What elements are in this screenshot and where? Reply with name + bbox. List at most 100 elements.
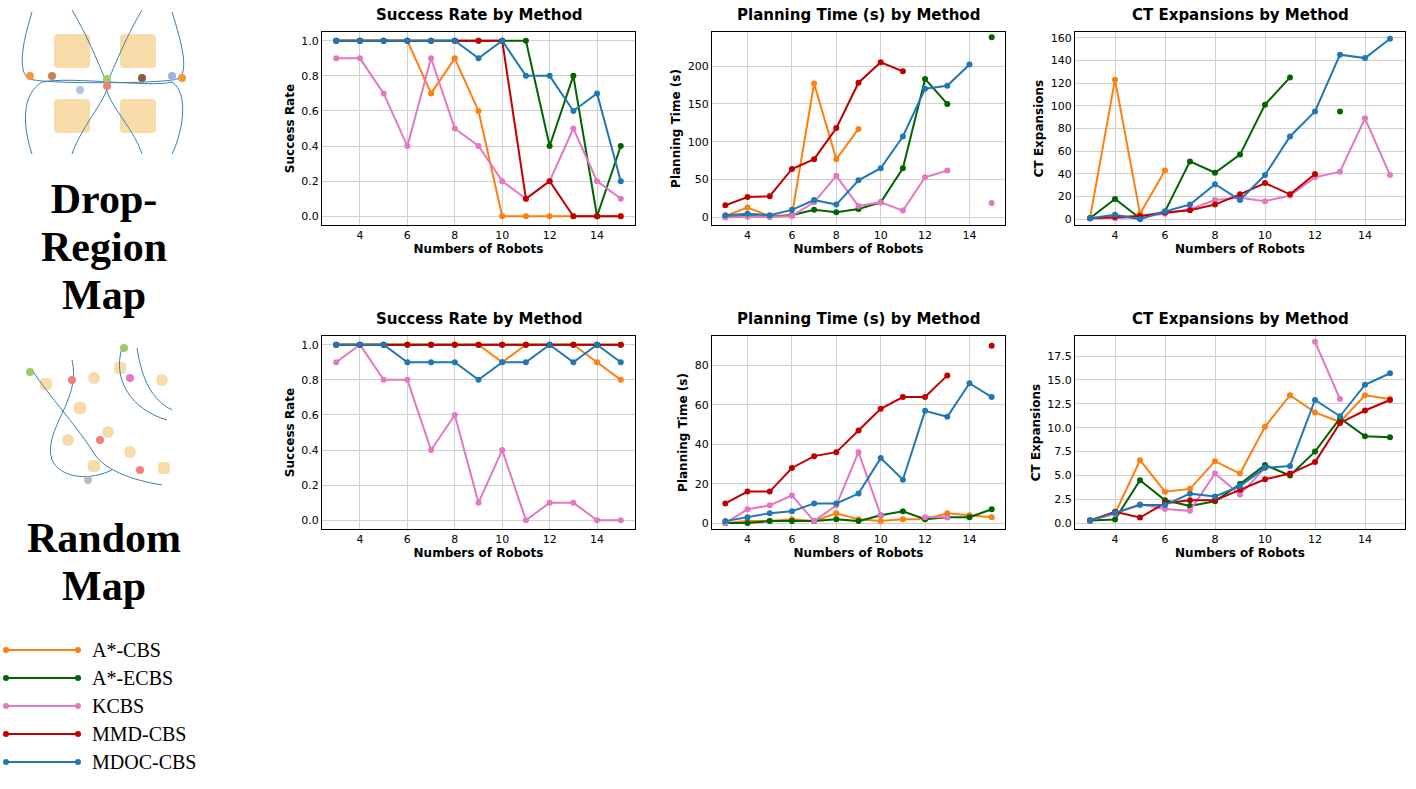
svg-text:0: 0	[1065, 213, 1072, 226]
svg-text:12: 12	[918, 229, 932, 242]
svg-text:1.0: 1.0	[301, 339, 319, 352]
svg-text:120: 120	[1051, 77, 1072, 90]
svg-text:Success Rate by Method: Success Rate by Method	[376, 310, 582, 328]
svg-text:50: 50	[695, 173, 709, 186]
svg-text:Planning Time (s) by Method: Planning Time (s) by Method	[737, 6, 980, 24]
svg-text:12: 12	[1308, 229, 1322, 242]
html-text:A*-CBS: A*-CBS	[92, 638, 161, 661]
svg-text:Numbers of Robots: Numbers of Robots	[414, 242, 544, 256]
svg-text:20: 20	[1058, 190, 1072, 203]
svg-text:6: 6	[404, 229, 411, 242]
svg-text:0.8: 0.8	[301, 70, 319, 83]
svg-text:Success Rate: Success Rate	[283, 388, 297, 477]
svg-text:15.0: 15.0	[1047, 374, 1072, 387]
svg-text:6: 6	[788, 229, 795, 242]
html-text:MMD-CBS: MMD-CBS	[92, 722, 187, 745]
svg-text:100: 100	[688, 136, 709, 149]
svg-text:Planning Time (s): Planning Time (s)	[669, 69, 683, 188]
svg-text:6: 6	[1162, 533, 1169, 546]
svg-text:80: 80	[1058, 122, 1072, 135]
svg-text:0.2: 0.2	[301, 175, 319, 188]
svg-text:1.0: 1.0	[301, 35, 319, 48]
svg-text:7.5: 7.5	[1054, 445, 1072, 458]
svg-text:17.5: 17.5	[1047, 350, 1072, 363]
svg-text:10: 10	[495, 229, 509, 242]
svg-text:0.2: 0.2	[301, 479, 319, 492]
svg-text:8: 8	[1212, 229, 1219, 242]
svg-text:Numbers of Robots: Numbers of Robots	[794, 242, 924, 256]
html-text:Random Map: Random Map	[27, 515, 181, 609]
svg-text:Numbers of Robots: Numbers of Robots	[1175, 242, 1305, 256]
svg-text:10: 10	[874, 533, 888, 546]
svg-text:6: 6	[1162, 229, 1169, 242]
svg-text:40: 40	[1058, 168, 1072, 181]
svg-text:12: 12	[1308, 533, 1322, 546]
svg-text:10.0: 10.0	[1047, 422, 1072, 435]
svg-text:0.0: 0.0	[301, 210, 319, 223]
svg-text:10: 10	[495, 533, 509, 546]
svg-text:0.6: 0.6	[301, 409, 319, 422]
svg-text:14: 14	[1358, 229, 1372, 242]
svg-text:10: 10	[1258, 229, 1272, 242]
svg-text:80: 80	[695, 359, 709, 372]
svg-text:12: 12	[918, 533, 932, 546]
svg-text:CT Expansions by Method: CT Expansions by Method	[1132, 310, 1349, 328]
svg-text:8: 8	[833, 533, 840, 546]
svg-text:Planning Time (s) by Method: Planning Time (s) by Method	[737, 310, 980, 328]
svg-text:2.5: 2.5	[1054, 493, 1072, 506]
svg-text:CT Expansions by Method: CT Expansions by Method	[1132, 6, 1349, 24]
svg-text:14: 14	[590, 533, 604, 546]
svg-text:60: 60	[695, 399, 709, 412]
svg-text:8: 8	[451, 533, 458, 546]
svg-text:4: 4	[744, 533, 751, 546]
svg-text:10: 10	[874, 229, 888, 242]
svg-text:8: 8	[1212, 533, 1219, 546]
svg-text:6: 6	[404, 533, 411, 546]
svg-text:0: 0	[702, 211, 709, 224]
svg-text:CT Expansions: CT Expansions	[1029, 384, 1043, 482]
svg-text:Planning Time (s): Planning Time (s)	[676, 373, 690, 492]
svg-text:14: 14	[962, 229, 976, 242]
svg-text:0.4: 0.4	[301, 140, 319, 153]
svg-text:4: 4	[1112, 229, 1119, 242]
svg-text:10: 10	[1258, 533, 1272, 546]
svg-text:14: 14	[962, 533, 976, 546]
svg-text:200: 200	[688, 60, 709, 73]
svg-text:12: 12	[543, 533, 557, 546]
svg-text:14: 14	[590, 229, 604, 242]
svg-text:4: 4	[356, 229, 363, 242]
svg-text:0.0: 0.0	[301, 514, 319, 527]
svg-text:8: 8	[833, 229, 840, 242]
svg-text:0.6: 0.6	[301, 105, 319, 118]
svg-text:Success Rate by Method: Success Rate by Method	[376, 6, 582, 24]
svg-text:Numbers of Robots: Numbers of Robots	[794, 546, 924, 560]
html-text:MDOC-CBS: MDOC-CBS	[92, 750, 197, 773]
svg-text:Numbers of Robots: Numbers of Robots	[414, 546, 544, 560]
svg-text:CT Expansions: CT Expansions	[1032, 80, 1046, 178]
svg-text:20: 20	[695, 478, 709, 491]
svg-text:Numbers of Robots: Numbers of Robots	[1175, 546, 1305, 560]
svg-text:12.5: 12.5	[1047, 398, 1072, 411]
svg-text:4: 4	[1112, 533, 1119, 546]
svg-text:Success Rate: Success Rate	[283, 84, 297, 173]
svg-text:14: 14	[1358, 533, 1372, 546]
svg-text:160: 160	[1051, 32, 1072, 45]
svg-text:8: 8	[451, 229, 458, 242]
svg-text:0.0: 0.0	[1054, 517, 1072, 530]
svg-text:6: 6	[788, 533, 795, 546]
svg-text:60: 60	[1058, 145, 1072, 158]
svg-text:0.4: 0.4	[301, 444, 319, 457]
svg-text:0.8: 0.8	[301, 374, 319, 387]
svg-text:4: 4	[744, 229, 751, 242]
svg-text:40: 40	[695, 438, 709, 451]
svg-text:0: 0	[702, 517, 709, 530]
svg-text:5.0: 5.0	[1054, 469, 1072, 482]
html-text:KCBS: KCBS	[92, 694, 145, 717]
html-text:Drop-Region Map: Drop-Region Map	[41, 176, 167, 318]
svg-text:150: 150	[688, 98, 709, 111]
svg-text:140: 140	[1051, 54, 1072, 67]
svg-text:4: 4	[356, 533, 363, 546]
svg-text:100: 100	[1051, 100, 1072, 113]
svg-text:12: 12	[543, 229, 557, 242]
html-text:A*-ECBS: A*-ECBS	[92, 666, 174, 689]
